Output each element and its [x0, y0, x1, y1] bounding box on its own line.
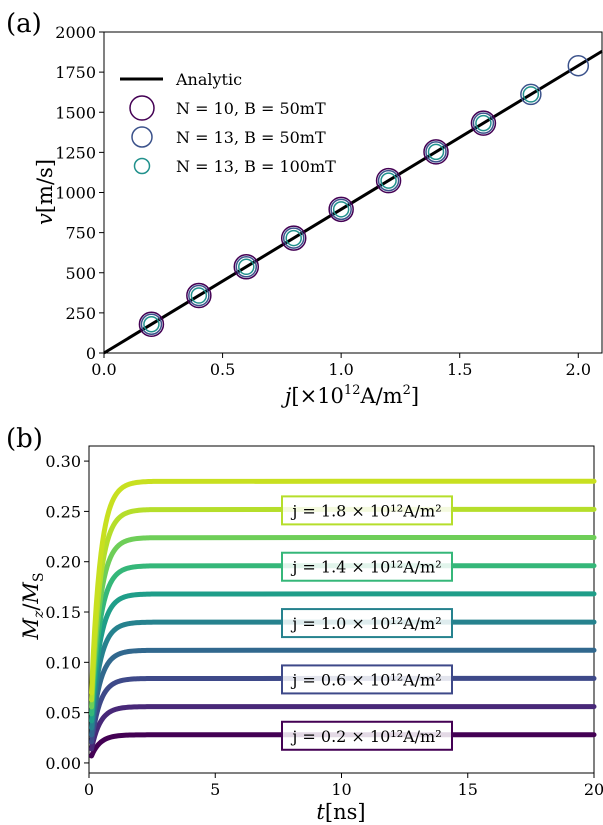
legend-label: N = 13, B = 50mT — [176, 128, 326, 147]
y-tick-label: 0.05 — [45, 704, 81, 723]
panel-b-chart: (b) 0 5 10 15 20 0.00 0.05 0.10 0.15 0.20 0.25 0.3… — [6, 424, 603, 824]
x-tick-label: 2.0 — [566, 360, 591, 379]
y-tick-label: 1500 — [55, 103, 96, 122]
annotation-frame — [281, 608, 453, 639]
annotation-text: j = 0.2 × 10¹²A/m² — [290, 727, 441, 746]
annotation-frame — [281, 495, 453, 526]
y-tick-label: 0.10 — [45, 653, 81, 672]
y-tick-label: 1000 — [55, 184, 96, 203]
panel-b-x-axis-label: t[ns] — [316, 800, 365, 824]
x-tick-label: 0.5 — [210, 360, 235, 379]
data-point-series-2 — [567, 54, 590, 77]
panel-b-label: (b) — [6, 424, 43, 454]
panel-a-x-ticks: 0.0 0.5 1.0 1.5 2.0 — [91, 353, 591, 379]
panel-a-plot-area — [103, 31, 603, 355]
panel-b-annotations: j = 1.8 × 10¹²A/m² j = 1.4 × 10¹²A/m² j = … — [281, 495, 453, 751]
y-tick-label: 0 — [86, 344, 96, 363]
data-point-series-1 — [328, 196, 354, 223]
y-tick-label: 250 — [65, 304, 96, 323]
x-tick-label: 10 — [331, 780, 351, 799]
y-tick-label: 1750 — [55, 63, 96, 82]
data-point-series-2 — [235, 256, 258, 278]
series-line-j-2 — [89, 478, 597, 696]
data-point-series-2 — [188, 284, 210, 307]
annotation-text: j = 1.8 × 10¹²A/m² — [290, 501, 441, 520]
y-tick-label: 0.30 — [45, 452, 81, 471]
y-tick-label: 0.00 — [45, 754, 81, 773]
panel-a-legend: Analytic N = 10, B = 50mT N = 13, B = 50mT… — [120, 70, 336, 176]
data-point-series-2 — [282, 227, 305, 249]
annotation-box: j = 1.4 × 10¹²A/m² — [281, 551, 453, 582]
data-point-series-3 — [143, 316, 160, 333]
series-line-j-1.6 — [89, 535, 597, 710]
data-point-series-3 — [522, 86, 540, 103]
y-tick-label: 0.20 — [45, 553, 81, 572]
data-point-series-2 — [377, 169, 400, 192]
x-tick-label: 20 — [584, 780, 603, 799]
x-tick-label: 15 — [458, 780, 478, 799]
panel-b-y-ticks: 0.00 0.05 0.10 0.15 0.20 0.25 0.30 — [45, 452, 89, 773]
data-point-series-1 — [233, 254, 260, 280]
panel-a-chart: (a) 0.0 0.5 1.0 1.5 2.0 0 250 500 750 1000 1250 15… — [6, 9, 603, 408]
x-tick-label: 5 — [210, 780, 220, 799]
annotation-frame — [281, 720, 453, 751]
data-point-series-3 — [285, 229, 302, 247]
data-point-series-2 — [330, 198, 352, 221]
annotation-box: j = 0.6 × 10¹²A/m² — [281, 664, 453, 695]
data-point-series-1 — [375, 167, 402, 194]
data-point-series-2 — [425, 141, 447, 163]
panel-a-label: (a) — [6, 9, 42, 39]
y-tick-label: 0.15 — [45, 603, 81, 622]
data-point-series-1 — [470, 110, 497, 136]
series-line-j-0.8 — [89, 647, 597, 738]
x-tick-label: 0 — [84, 780, 94, 799]
annotation-frame — [281, 664, 453, 695]
data-point-series-3 — [238, 258, 255, 276]
annotation-frame — [281, 551, 453, 582]
annotation-text: j = 0.6 × 10¹²A/m² — [290, 670, 441, 689]
legend-marker — [133, 157, 151, 175]
y-tick-label: 750 — [65, 224, 96, 243]
annotation-text: j = 1.0 × 10¹²A/m² — [290, 614, 441, 633]
data-point-series-2 — [472, 112, 495, 134]
annotation-box: j = 1.0 × 10¹²A/m² — [281, 608, 453, 639]
data-point-series-3 — [332, 201, 350, 218]
panel-b-y-axis-label: Mz/MS — [19, 572, 47, 640]
data-point-series-2 — [520, 83, 542, 106]
y-tick-label: 0.25 — [45, 502, 81, 521]
x-tick-label: 0.0 — [91, 360, 116, 379]
legend-marker — [129, 95, 155, 121]
annotation-box: j = 1.8 × 10¹²A/m² — [281, 495, 453, 526]
legend-marker — [131, 126, 153, 148]
y-tick-label: 500 — [65, 264, 96, 283]
panel-a-x-axis-label: j[×1012A/m2] — [281, 383, 419, 408]
panel-a-y-axis-label: v[m/s] — [33, 159, 57, 225]
annotation-box: j = 0.2 × 10¹²A/m² — [281, 720, 453, 751]
data-point-series-3 — [475, 114, 492, 132]
legend-label: Analytic — [175, 70, 242, 89]
legend-label: N = 13, B = 100mT — [176, 157, 336, 176]
panel-a-y-ticks: 0 250 500 750 1000 1250 1500 1750 2000 — [55, 23, 104, 363]
data-point-series-1 — [280, 225, 307, 251]
annotation-text: j = 1.4 × 10¹²A/m² — [290, 558, 441, 577]
analytic-line — [103, 49, 603, 355]
y-tick-label: 2000 — [55, 23, 96, 42]
data-point-series-1 — [186, 282, 212, 309]
data-point-series-1 — [138, 311, 165, 338]
data-point-series-1 — [423, 139, 449, 165]
legend-label: N = 10, B = 50mT — [176, 99, 326, 118]
data-point-series-3 — [380, 172, 397, 189]
data-point-series-2 — [140, 313, 163, 336]
panel-b-x-ticks: 0 5 10 15 20 — [84, 773, 603, 799]
x-tick-label: 1.5 — [447, 360, 472, 379]
data-point-series-3 — [190, 287, 208, 304]
series-line-j-1.2 — [89, 591, 597, 724]
y-tick-label: 1250 — [55, 143, 96, 162]
x-tick-label: 1.0 — [328, 360, 353, 379]
series-line-j-0.4 — [89, 704, 597, 752]
data-point-series-3 — [427, 143, 445, 161]
